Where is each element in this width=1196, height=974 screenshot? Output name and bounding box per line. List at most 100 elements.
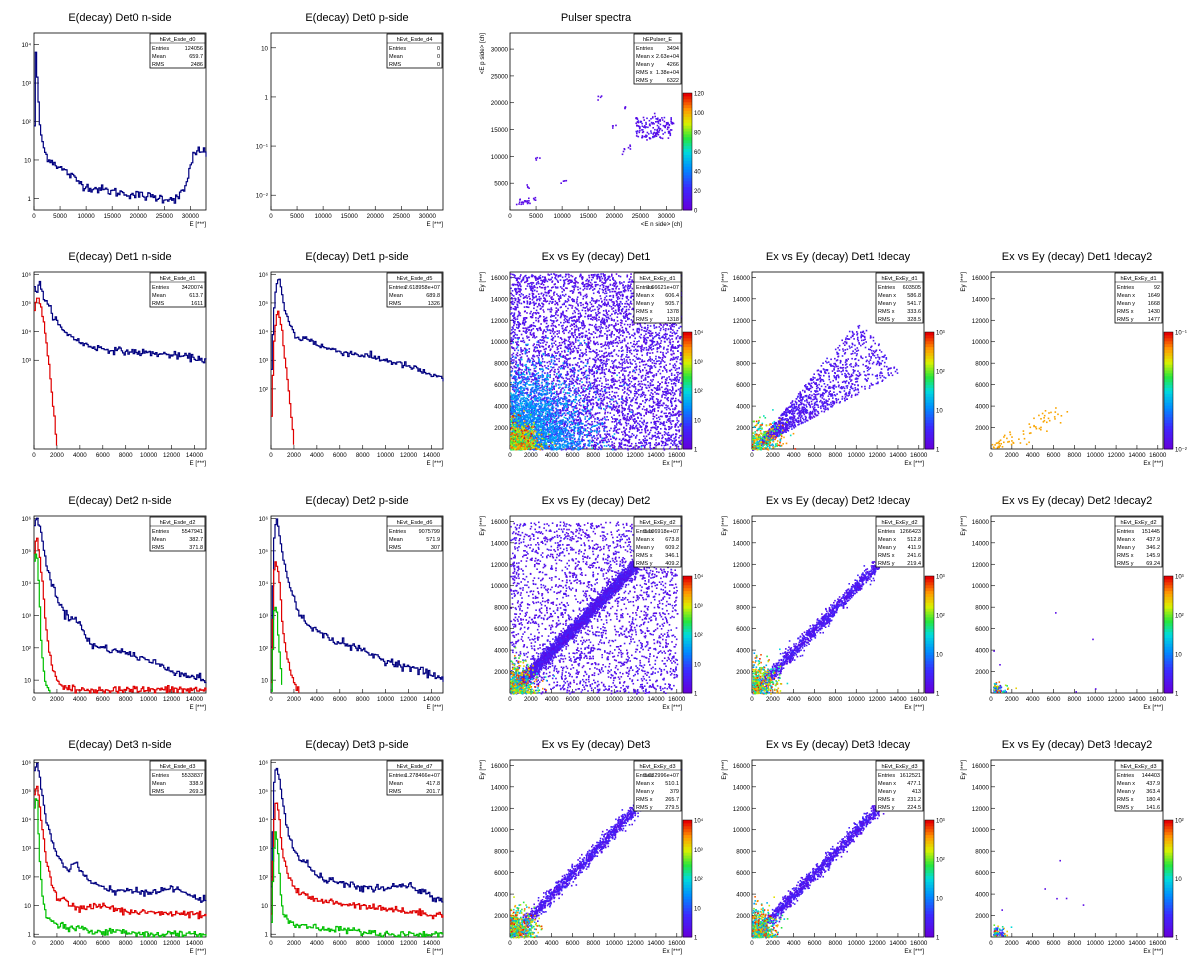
y-tick-label: 4000: [494, 892, 508, 899]
x-tick-label: 10000: [606, 452, 624, 459]
y-tick-label: 10000: [972, 827, 990, 834]
stats-value: 411.9: [908, 545, 921, 551]
stats-label: RMS x: [636, 70, 653, 76]
stats-value: 9075799: [419, 529, 440, 535]
y-tick-label: 8000: [736, 605, 750, 612]
stats-value: 231.2: [907, 797, 921, 803]
stats-value: 3494: [667, 46, 679, 52]
z-tick-label: 10⁻¹: [1175, 331, 1187, 337]
x-tick-label: 12000: [626, 452, 644, 459]
y-tick-label: 10⁴: [258, 329, 268, 336]
z-tick-label: 10: [936, 897, 943, 903]
y-tick-label: 10³: [259, 358, 268, 365]
x-tick-label: 10000: [140, 940, 158, 947]
stats-label: RMS y: [1117, 317, 1134, 323]
y-tick-label: 20000: [491, 100, 509, 107]
y-tick-label: 10⁵: [22, 788, 32, 795]
stats-value: 5533837: [182, 773, 203, 779]
y-tick-label: 10²: [22, 874, 31, 881]
y-tick-label: 25000: [491, 73, 509, 80]
y-tick-label: 10⁶: [259, 272, 269, 279]
stats-label: RMS x: [878, 797, 895, 803]
z-tick-label: 1: [1175, 936, 1179, 942]
panel-title: E(decay) Det2 n-side: [68, 495, 171, 507]
stats-label: Mean: [152, 293, 166, 299]
x-tick-label: 10000: [606, 940, 624, 947]
x-tick-label: 16000: [910, 696, 928, 703]
stats-value: 1.66621e+07: [647, 285, 679, 291]
z-tick-label: 1: [694, 936, 698, 942]
color-scale: [683, 332, 692, 450]
y-tick-label: 2000: [975, 669, 989, 676]
stats-value: 0: [437, 46, 440, 52]
y-tick-label: 12000: [733, 562, 751, 569]
stats-value: 141.6: [1146, 805, 1160, 811]
y-tick-label: 10⁶: [22, 516, 32, 523]
stats-value: 417.8: [426, 781, 440, 787]
x-tick-label: 6000: [808, 940, 822, 947]
x-axis-label: E [***]: [426, 948, 443, 955]
x-axis-label: E [***]: [426, 704, 443, 711]
y-tick-label: 10⁴: [21, 817, 31, 824]
stats-label: RMS: [389, 301, 402, 307]
y-tick-label: 8000: [975, 605, 989, 612]
stats-label: Entries: [152, 529, 169, 535]
x-tick-label: 10000: [377, 696, 395, 703]
x-tick-label: 0: [508, 213, 512, 220]
z-tick-label: 40: [694, 170, 701, 176]
color-scale: [1164, 820, 1173, 938]
x-axis-label: Ex [***]: [904, 460, 924, 467]
y-axis-label: Ey [***]: [479, 516, 486, 536]
y-tick-label: 8000: [736, 361, 750, 368]
stats-name: hEvt_Esde_d7: [397, 764, 433, 770]
stats-value: 409.2: [665, 561, 679, 567]
y-tick-label: 1: [265, 932, 269, 939]
z-tick-label: 10³: [1175, 575, 1184, 581]
stats-label: Mean x: [636, 781, 654, 787]
stats-value: 0: [437, 54, 440, 60]
x-tick-label: 20000: [367, 213, 385, 220]
stats-label: Mean y: [636, 301, 654, 307]
stats-value: 541.7: [907, 301, 921, 307]
stats-value: 1612521: [900, 773, 921, 779]
color-scale: [925, 332, 934, 450]
stats-label: Mean: [152, 537, 166, 543]
y-tick-label: 6000: [975, 626, 989, 633]
y-tick-label: 16000: [972, 519, 990, 526]
y-tick-label: 10⁴: [258, 581, 268, 588]
stats-label: Mean x: [636, 54, 654, 60]
stats-value: 613.7: [189, 293, 203, 299]
x-tick-label: 0: [989, 940, 993, 947]
x-tick-label: 16000: [668, 940, 686, 947]
y-tick-label: 16000: [491, 275, 509, 282]
color-scale: [683, 576, 692, 694]
x-tick-label: 15000: [341, 213, 359, 220]
stats-name: hEvt_Esde_d5: [397, 276, 433, 282]
x-tick-label: 8000: [829, 940, 843, 947]
stats-value: 1668: [1148, 301, 1160, 307]
y-tick-label: 10²: [22, 119, 31, 126]
x-tick-label: 12000: [400, 696, 418, 703]
y-tick-label: 4000: [736, 892, 750, 899]
stats-name: hEvt_Esde_d1: [160, 276, 196, 282]
y-tick-label: 16000: [491, 763, 509, 770]
stats-value: 510.1: [665, 781, 679, 787]
stats-label: Mean x: [636, 537, 654, 543]
y-tick-label: 10000: [491, 583, 509, 590]
stats-label: RMS y: [636, 317, 653, 323]
y-tick-label: 10000: [491, 339, 509, 346]
y-tick-label: 14000: [972, 540, 990, 547]
z-tick-label: 1: [694, 448, 698, 454]
stats-label: Mean y: [878, 789, 896, 795]
z-tick-label: 10²: [936, 370, 945, 376]
stats-value: 328.5: [907, 317, 921, 323]
y-tick-label: 12000: [733, 806, 751, 813]
stats-value: 382.7: [189, 537, 203, 543]
y-tick-label: 6000: [975, 382, 989, 389]
y-tick-label: 10³: [259, 613, 268, 620]
x-tick-label: 2000: [524, 696, 538, 703]
x-tick-label: 14000: [1128, 940, 1146, 947]
